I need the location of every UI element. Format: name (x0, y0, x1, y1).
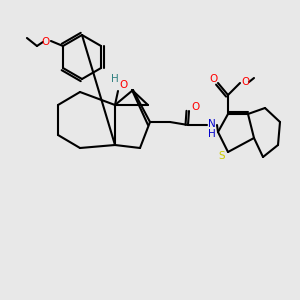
Text: O: O (191, 102, 199, 112)
Text: O: O (209, 74, 217, 84)
Text: N: N (208, 119, 216, 129)
Text: O: O (42, 37, 50, 47)
Text: H: H (111, 74, 119, 84)
Text: O: O (119, 80, 127, 90)
Text: O: O (241, 77, 249, 87)
Text: S: S (219, 151, 225, 161)
Text: H: H (208, 129, 216, 139)
